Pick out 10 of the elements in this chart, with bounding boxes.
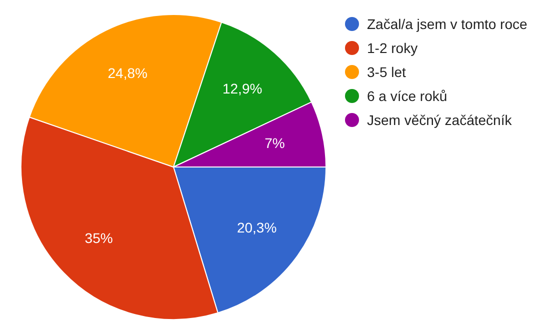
legend-label: 3-5 let xyxy=(367,63,406,82)
legend-label: 1-2 roky xyxy=(367,39,418,58)
legend-label: Začal/a jsem v tomto roce xyxy=(367,15,528,34)
legend-label: 6 a více roků xyxy=(367,87,448,106)
legend-label: Jsem věčný začátečník xyxy=(367,111,512,130)
data-label: 12,9% xyxy=(222,80,262,96)
data-label: 24,8% xyxy=(108,64,148,81)
data-label: 20,3% xyxy=(236,220,277,236)
data-label: 7% xyxy=(264,135,285,152)
data-label: 35% xyxy=(84,230,113,246)
